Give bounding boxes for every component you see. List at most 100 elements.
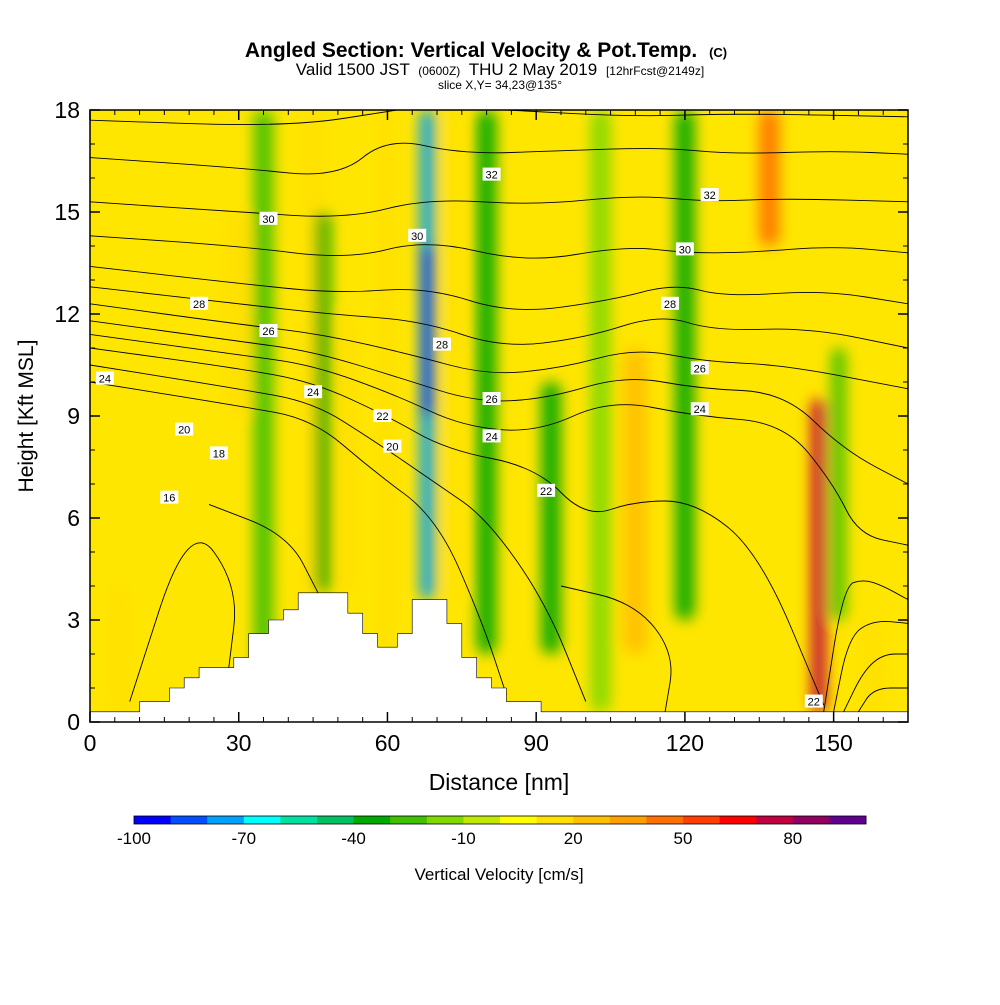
- contour-label-17: 30: [675, 242, 694, 256]
- colorbar-label: Vertical Velocity [cm/s]: [414, 865, 583, 884]
- subtitle-fcst: [12hrFcst@2149z]: [606, 64, 704, 78]
- contour-label-8: 24: [690, 402, 709, 416]
- potential-temperature-contours: [90, 110, 908, 713]
- contour-label-13: 28: [433, 337, 451, 352]
- contour-label-text: 28: [436, 340, 448, 352]
- velocity-cell-5: [340, 314, 356, 593]
- y-tick-label: 12: [54, 301, 80, 327]
- x-tick-label: 60: [375, 730, 401, 756]
- colorbar-swatch: [353, 816, 391, 824]
- colorbar-swatch: [134, 816, 171, 824]
- chart-title-main: Angled Section: Vertical Velocity & Pot.…: [245, 39, 697, 62]
- colorbar-swatch: [829, 816, 867, 824]
- velocity-cell-6: [380, 110, 395, 648]
- colorbar-tick-label: -100: [117, 829, 151, 848]
- velocity-cell-0: [109, 586, 130, 712]
- theta-contour-17: [833, 620, 908, 712]
- colorbar-tick-label: -70: [232, 829, 257, 848]
- theta-contour-8: [90, 235, 908, 259]
- theta-contour-11: [90, 110, 398, 126]
- contour-label-6: 24: [304, 385, 323, 399]
- contour-label-text: 24: [307, 387, 319, 399]
- x-axis-label: Distance [nm]: [429, 769, 570, 795]
- colorbar-swatch: [792, 816, 830, 824]
- theta-contour-3: [90, 333, 908, 546]
- contour-label-16: 30: [408, 228, 427, 243]
- y-tick-label: 15: [54, 199, 80, 225]
- colorbar-swatch: [536, 816, 574, 824]
- colorbar-tick-label: 20: [564, 829, 583, 848]
- chart-title-suffix: (C): [709, 45, 727, 60]
- colorbar-swatch: [426, 816, 464, 824]
- contour-label-10: 26: [482, 392, 501, 406]
- velocity-cell-4: [315, 212, 331, 593]
- theta-contour-16: [823, 580, 908, 712]
- contour-label-text: 20: [178, 425, 190, 437]
- theta-contour-7: [90, 265, 908, 310]
- velocity-cell-1: [226, 212, 252, 416]
- colorbar-swatch: [573, 816, 611, 824]
- contour-label-text: 22: [808, 697, 820, 709]
- colorbar-swatch: [207, 816, 245, 824]
- contour-label-text: 20: [386, 442, 398, 454]
- colorbar-swatch: [170, 816, 208, 824]
- contour-label-text: 22: [376, 411, 388, 423]
- contour-label-text: 18: [213, 448, 225, 460]
- contour-label-9: 26: [259, 324, 278, 338]
- contour-label-text: 28: [193, 299, 205, 311]
- y-tick-label: 6: [67, 505, 80, 531]
- y-tick-label: 3: [67, 607, 80, 633]
- theta-contour-9: [90, 196, 908, 217]
- colorbar-swatch: [317, 816, 354, 824]
- x-tick-label: 0: [84, 730, 97, 756]
- colorbar-tick-label: 50: [674, 829, 693, 848]
- chart-title: Angled Section: Vertical Velocity & Pot.…: [245, 39, 727, 62]
- contour-label-3: 22: [373, 409, 392, 423]
- colorbar-swatch: [719, 816, 757, 824]
- plot-area: 16 18 20 22 20 24 24 24 24 26 26 26 28 28 28 30 30 30 32 32…: [90, 110, 908, 722]
- x-tick-label: 30: [226, 730, 252, 756]
- velocity-cell-18: [863, 620, 884, 712]
- colorbar-swatch: [609, 816, 647, 824]
- colorbar-swatch: [500, 816, 537, 824]
- contour-label-text: 22: [540, 486, 552, 498]
- subtitle-valid: Valid 1500 JST: [296, 60, 410, 79]
- theta-contour-5: [90, 303, 908, 390]
- velocity-cell-17: [831, 348, 847, 620]
- velocity-cell-10: [476, 110, 497, 654]
- vertical-velocity-field: [109, 110, 884, 712]
- theta-contour-12: [506, 110, 908, 118]
- contour-label-text: 30: [262, 214, 274, 226]
- slice-label: slice X,Y= 34,23@135°: [438, 78, 562, 92]
- x-tick-label: 150: [814, 730, 852, 756]
- y-tick-label: 0: [67, 709, 80, 735]
- plot-background: [90, 110, 908, 722]
- contour-label-5: 24: [95, 371, 114, 386]
- colorbar: -100 -70 -40 -10 20 50 80: [117, 815, 867, 848]
- contour-label-0: 16: [160, 490, 179, 505]
- contour-label-1: 18: [209, 446, 228, 460]
- contour-label-18: 32: [482, 167, 501, 182]
- velocity-cell-9: [446, 110, 457, 600]
- contour-label-text: 16: [163, 493, 175, 505]
- contour-label-text: 26: [262, 326, 274, 338]
- velocity-cell-14: [675, 110, 695, 620]
- contour-label-text: 26: [694, 363, 706, 375]
- contour-label-12: 28: [190, 296, 209, 311]
- contour-label-text: 32: [485, 170, 497, 182]
- colorbar-swatch: [646, 816, 684, 824]
- colorbar-swatch: [243, 816, 281, 824]
- velocity-cell-12: [590, 110, 611, 712]
- contour-label-text: 30: [411, 231, 423, 243]
- contour-label-19: 32: [700, 188, 719, 202]
- contour-labels: 16 18 20 22 20 24 24 24 24 26 26 26 28 28 28 30 30 30 32 32…: [95, 167, 823, 709]
- theta-contour-6: [90, 286, 908, 349]
- contour-label-text: 32: [704, 190, 716, 202]
- y-tick-label: 18: [54, 97, 80, 123]
- y-tick-label: 9: [67, 403, 80, 429]
- y-axis-label: Height [Kft MSL]: [15, 340, 38, 493]
- theta-contour-4: [90, 320, 908, 485]
- x-tick-label: 90: [523, 730, 549, 756]
